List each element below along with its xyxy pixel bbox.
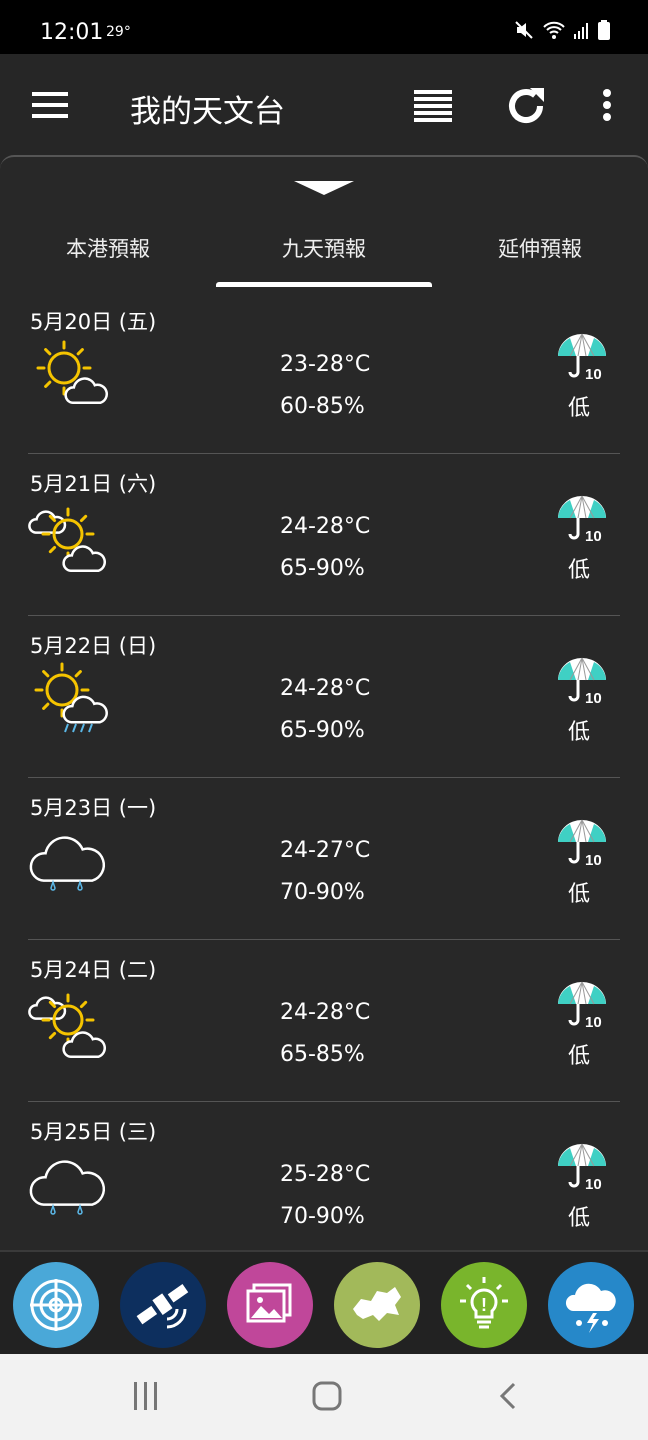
tab-9-day-forecast[interactable]: 九天預報 bbox=[282, 237, 366, 261]
weather-sunny-showers-icon bbox=[34, 662, 108, 733]
status-bar: 12:01 29° bbox=[0, 0, 648, 54]
rain-probability-umbrella-icon: 10 bbox=[558, 981, 606, 1028]
temperature-range: 25-28°C bbox=[280, 1162, 371, 1187]
forecast-row[interactable]: 5月24日 (二) 24-28°C 65-85% 10 低 bbox=[0, 940, 648, 1102]
temperature-range: 24-28°C bbox=[280, 514, 371, 539]
forecast-date: 5月20日 (五) bbox=[30, 310, 157, 334]
humidity-range: 70-90% bbox=[280, 880, 365, 905]
shortcut-images-button[interactable] bbox=[227, 1262, 313, 1348]
thunderstorm-icon bbox=[565, 1283, 616, 1333]
shortcut-bar: ! bbox=[0, 1250, 648, 1354]
rain-probability-umbrella-icon: 10 bbox=[558, 657, 606, 704]
signal-icon bbox=[574, 23, 588, 39]
rain-probability-label: 低 bbox=[568, 720, 591, 745]
rain-probability-umbrella-icon: 10 bbox=[558, 1143, 606, 1190]
system-nav-bar bbox=[0, 1354, 648, 1440]
forecast-row[interactable]: 5月21日 (六) 24-28°C 65-90% 10 低 bbox=[0, 454, 648, 616]
humidity-range: 65-90% bbox=[280, 718, 365, 743]
forecast-date: 5月23日 (一) bbox=[30, 796, 157, 820]
weather-sunny-intervals-icon bbox=[28, 993, 107, 1059]
rain-probability-label: 低 bbox=[568, 1206, 591, 1231]
svg-text:!: ! bbox=[481, 1295, 487, 1315]
svg-text:10: 10 bbox=[585, 1014, 602, 1028]
humidity-range: 65-90% bbox=[280, 556, 365, 581]
temperature-range: 24-27°C bbox=[280, 838, 371, 863]
tab-extended-forecast[interactable]: 延伸預報 bbox=[498, 237, 582, 261]
svg-text:10: 10 bbox=[585, 1176, 602, 1190]
humidity-range: 60-85% bbox=[280, 394, 365, 419]
svg-text:10: 10 bbox=[585, 528, 602, 542]
home-icon[interactable] bbox=[312, 1381, 342, 1411]
forecast-panel: 本港預報 九天預報 延伸預報 5月20日 (五) 23-28°C 60-85% … bbox=[0, 155, 648, 1264]
temperature-range: 24-28°C bbox=[280, 1000, 371, 1025]
app-title: 我的天文台 bbox=[130, 94, 285, 130]
hk-map-icon bbox=[353, 1287, 401, 1321]
mute-icon bbox=[515, 21, 533, 39]
active-tab-indicator bbox=[216, 282, 432, 287]
weather-sunny-periods-icon bbox=[36, 340, 109, 405]
row-divider bbox=[28, 777, 620, 778]
more-options-icon[interactable] bbox=[600, 88, 614, 122]
wifi-icon bbox=[543, 21, 565, 39]
refresh-icon[interactable] bbox=[504, 84, 548, 128]
tab-bar: 本港預報 九天預報 延伸預報 bbox=[0, 227, 648, 289]
forecast-row[interactable]: 5月22日 (日) 24-28°C 65-90% 10 低 bbox=[0, 616, 648, 778]
forecast-row[interactable]: 5月25日 (三) 25-28°C 70-90% 10 低 bbox=[0, 1102, 648, 1264]
weather-sunny-intervals-icon bbox=[28, 507, 107, 573]
rain-probability-label: 低 bbox=[568, 1044, 591, 1069]
collapse-handle-icon[interactable] bbox=[292, 179, 356, 197]
row-divider bbox=[28, 615, 620, 616]
row-divider bbox=[28, 453, 620, 454]
row-divider bbox=[28, 939, 620, 940]
rain-probability-label: 低 bbox=[568, 882, 591, 907]
back-icon[interactable] bbox=[498, 1382, 518, 1410]
radar-icon bbox=[30, 1279, 82, 1331]
images-icon bbox=[246, 1283, 292, 1323]
forecast-date: 5月21日 (六) bbox=[30, 472, 157, 496]
humidity-range: 70-90% bbox=[280, 1204, 365, 1229]
tab-local-forecast[interactable]: 本港預報 bbox=[66, 237, 150, 261]
humidity-range: 65-85% bbox=[280, 1042, 365, 1067]
tips-icon: ! bbox=[460, 1277, 508, 1329]
forecast-date: 5月24日 (二) bbox=[30, 958, 157, 982]
menu-icon[interactable] bbox=[32, 92, 68, 118]
forecast-row[interactable]: 5月20日 (五) 23-28°C 60-85% 10 低 bbox=[0, 292, 648, 454]
weather-light-rain-icon bbox=[29, 1160, 106, 1215]
rain-probability-label: 低 bbox=[568, 558, 591, 583]
svg-text:10: 10 bbox=[585, 852, 602, 866]
satellite-icon bbox=[136, 1284, 189, 1329]
rain-probability-label: 低 bbox=[568, 396, 591, 421]
battery-icon bbox=[598, 20, 610, 40]
app-bar: 我的天文台 bbox=[0, 54, 648, 154]
shortcut-hk-map-button[interactable] bbox=[334, 1262, 420, 1348]
svg-text:10: 10 bbox=[585, 690, 602, 704]
svg-text:10: 10 bbox=[585, 366, 602, 380]
temperature-range: 23-28°C bbox=[280, 352, 371, 377]
rain-probability-umbrella-icon: 10 bbox=[558, 333, 606, 380]
recent-apps-icon[interactable] bbox=[132, 1382, 160, 1410]
weather-light-rain-icon bbox=[29, 836, 106, 891]
row-divider bbox=[28, 1101, 620, 1102]
forecast-date: 5月22日 (日) bbox=[30, 634, 157, 658]
temperature-range: 24-28°C bbox=[280, 676, 371, 701]
shortcut-radar-button[interactable] bbox=[13, 1262, 99, 1348]
status-time: 12:01 bbox=[40, 20, 104, 45]
forecast-date: 5月25日 (三) bbox=[30, 1120, 157, 1144]
status-temperature: 29° bbox=[106, 24, 131, 40]
forecast-row[interactable]: 5月23日 (一) 24-27°C 70-90% 10 低 bbox=[0, 778, 648, 940]
rain-probability-umbrella-icon: 10 bbox=[558, 819, 606, 866]
list-view-icon[interactable] bbox=[414, 90, 452, 122]
shortcut-thunderstorm-button[interactable] bbox=[548, 1262, 634, 1348]
rain-probability-umbrella-icon: 10 bbox=[558, 495, 606, 542]
shortcut-satellite-button[interactable] bbox=[120, 1262, 206, 1348]
shortcut-tips-button[interactable]: ! bbox=[441, 1262, 527, 1348]
